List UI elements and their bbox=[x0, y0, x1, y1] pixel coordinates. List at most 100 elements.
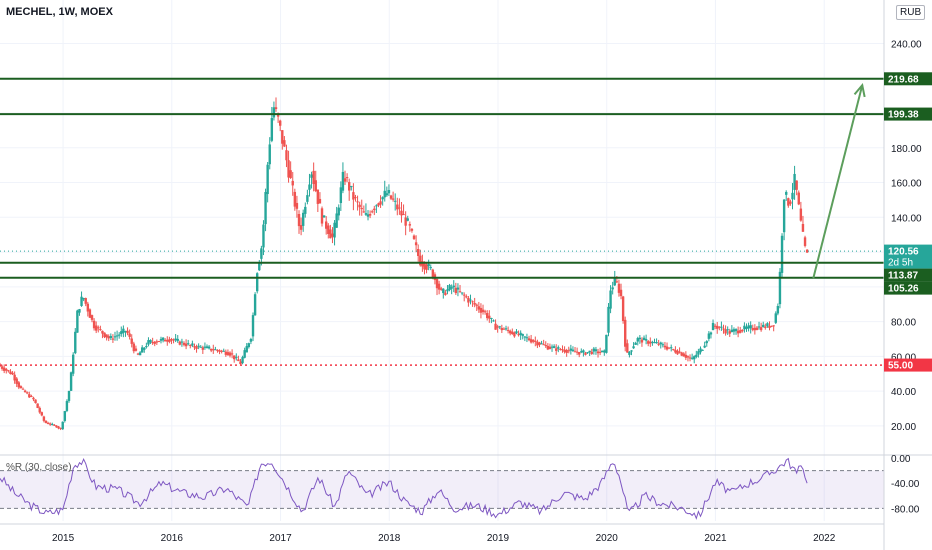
candle-body bbox=[684, 354, 688, 358]
candle-body bbox=[197, 345, 200, 347]
candle-body bbox=[301, 212, 305, 226]
candle-body bbox=[239, 361, 242, 365]
candle-body bbox=[768, 326, 771, 329]
candle-body bbox=[592, 348, 596, 352]
candle-body bbox=[320, 208, 324, 224]
candle-body bbox=[711, 322, 715, 331]
candle-body bbox=[149, 340, 152, 343]
x-tick-label: 2018 bbox=[378, 533, 401, 544]
candle-body bbox=[446, 289, 449, 292]
candle-body bbox=[517, 334, 520, 336]
candle-body bbox=[567, 350, 570, 352]
candle-body bbox=[333, 222, 336, 238]
candle-body bbox=[205, 346, 209, 349]
candle-body bbox=[180, 341, 184, 343]
candle-body bbox=[143, 347, 146, 350]
candle-body bbox=[90, 315, 94, 320]
candle-body bbox=[76, 310, 79, 333]
candle-body bbox=[19, 386, 23, 389]
candle-body bbox=[764, 326, 767, 328]
candle-body bbox=[743, 325, 746, 330]
candle-body bbox=[216, 349, 219, 351]
candle-body bbox=[538, 342, 541, 345]
candle-body bbox=[458, 291, 462, 293]
y-tick-label: 80.00 bbox=[891, 318, 916, 329]
candle-body bbox=[435, 279, 439, 289]
candle-body bbox=[391, 198, 395, 200]
candle-body bbox=[774, 313, 777, 323]
candle-body bbox=[749, 325, 752, 329]
price-label: 105.26 bbox=[888, 284, 919, 295]
candle-body bbox=[124, 331, 127, 333]
candle-body bbox=[404, 217, 407, 226]
candle-body bbox=[718, 326, 721, 328]
candle-body bbox=[789, 201, 792, 204]
candle-body bbox=[565, 349, 568, 353]
candle-body bbox=[429, 267, 432, 269]
candle-body bbox=[532, 340, 535, 342]
y-tick-label: 180.00 bbox=[891, 144, 922, 155]
candle-body bbox=[120, 331, 123, 335]
candle-body bbox=[23, 390, 27, 393]
candle-body bbox=[542, 344, 545, 346]
candle-body bbox=[713, 325, 717, 327]
price-label: 199.38 bbox=[888, 110, 919, 121]
candle-body bbox=[513, 332, 516, 337]
candle-body bbox=[799, 208, 803, 221]
candle-body bbox=[653, 342, 656, 344]
candle-body bbox=[730, 329, 734, 333]
candle-body bbox=[707, 333, 711, 339]
candle-body bbox=[57, 426, 60, 429]
x-tick-label: 2019 bbox=[487, 533, 510, 544]
candle-body bbox=[360, 208, 363, 210]
candle-body bbox=[63, 411, 67, 421]
candle-body bbox=[634, 342, 637, 345]
candle-body bbox=[509, 330, 512, 334]
candle-body bbox=[268, 144, 271, 165]
projection-arrow[interactable] bbox=[812, 82, 866, 279]
candle-body bbox=[640, 339, 644, 343]
candle-body bbox=[241, 357, 244, 364]
candle-body bbox=[780, 235, 784, 273]
candle-body bbox=[555, 348, 558, 351]
candle-body bbox=[575, 351, 579, 353]
candle-body bbox=[739, 330, 742, 333]
candle-body bbox=[469, 299, 472, 301]
price-label: 219.68 bbox=[888, 74, 919, 85]
candle-body bbox=[494, 323, 497, 330]
candle-body bbox=[195, 346, 198, 349]
candle-body bbox=[88, 309, 92, 318]
candle-body bbox=[578, 351, 581, 355]
currency-badge[interactable]: RUB bbox=[896, 5, 926, 20]
price-label-bg bbox=[884, 358, 932, 372]
candle-body bbox=[473, 302, 476, 305]
arrow-head bbox=[853, 82, 866, 98]
indicator-band-fill bbox=[0, 470, 884, 509]
candle-body bbox=[596, 351, 600, 354]
candle-body bbox=[732, 329, 736, 332]
candle-body bbox=[521, 334, 524, 336]
candle-body bbox=[785, 191, 788, 195]
candle-body bbox=[115, 335, 119, 337]
candle-body bbox=[42, 416, 46, 421]
candle-body bbox=[678, 351, 681, 353]
indicator-y-tick: -40.00 bbox=[891, 479, 920, 490]
candle-body bbox=[406, 218, 409, 221]
candle-body bbox=[138, 352, 142, 356]
candle-body bbox=[260, 248, 263, 259]
candle-body bbox=[235, 356, 238, 358]
candle-body bbox=[335, 213, 338, 228]
candle-body bbox=[312, 170, 315, 185]
candle-body bbox=[557, 347, 560, 349]
candle-body bbox=[126, 330, 129, 334]
candle-body bbox=[163, 340, 167, 342]
candle-body bbox=[308, 184, 311, 190]
candle-body bbox=[281, 130, 284, 144]
candle-body bbox=[751, 328, 754, 330]
candle-body bbox=[753, 327, 757, 331]
candle-body bbox=[609, 290, 612, 309]
candle-body bbox=[703, 345, 706, 348]
candle-body bbox=[373, 208, 376, 211]
candle-body bbox=[168, 339, 171, 342]
y-tick-label: 20.00 bbox=[891, 422, 916, 433]
